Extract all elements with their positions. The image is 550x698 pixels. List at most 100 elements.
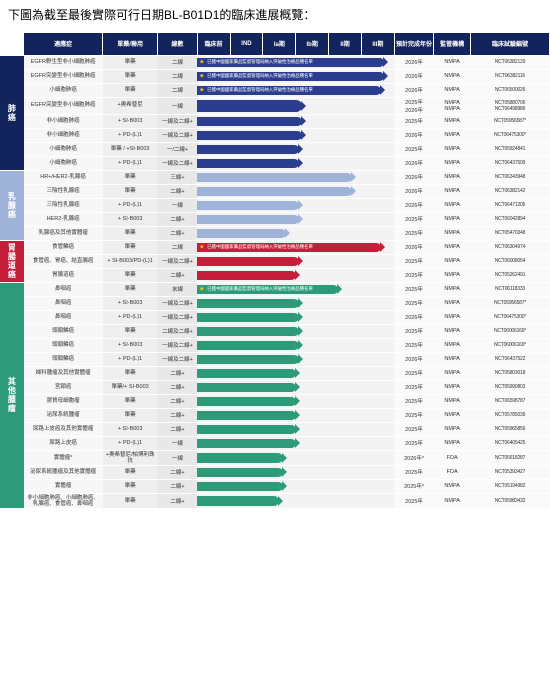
table-row: 尿路上皮癌+ PD-(L)1一線2025年NMPANCT06405425 — [0, 436, 550, 450]
trial-number: NCT05262491 — [471, 268, 550, 282]
phase-bar — [197, 324, 394, 338]
indication: 鼻咽癌 — [24, 296, 103, 310]
year: 2025年 — [394, 296, 433, 310]
agency: NMPA — [434, 352, 471, 366]
line: 一線及二線+ — [158, 338, 197, 352]
trial-number: NCT06118333 — [471, 282, 550, 296]
combo: 單藥 — [103, 493, 158, 508]
phase-bar — [197, 310, 394, 324]
indication: 非小細胞肺癌、小細胞肺癌、乳腺癌、食管癌、鼻咽癌 — [24, 493, 103, 508]
line: 二線+ — [158, 394, 197, 408]
year: 2025年 — [394, 366, 433, 380]
combo: 單藥 — [103, 240, 158, 254]
line: 一線及二線+ — [158, 352, 197, 366]
agency: NMPA — [434, 310, 471, 324]
phase-bar — [197, 436, 394, 450]
line: 一/二線+ — [158, 142, 197, 156]
trial-number: NCT06382142 — [471, 184, 550, 198]
indication: 鼻咽癌 — [24, 310, 103, 324]
year: 2025年 — [394, 226, 433, 240]
indication: 三陰性乳腺癌 — [24, 184, 103, 198]
phase-bar: ★已獲中國國家藥品監督管理局納入突破性治療品種名單 — [197, 282, 394, 296]
year: 2025年 — [394, 436, 433, 450]
category-胃腸道癌: 胃腸道癌 — [0, 240, 24, 282]
year: 2025年 — [394, 422, 433, 436]
year: 2026年 — [394, 156, 433, 170]
year: 2026年 — [394, 69, 433, 83]
phase-bar — [197, 156, 394, 170]
agency: NMPA — [434, 436, 471, 450]
year: 2026年* — [394, 450, 433, 465]
table-row: 非小細胞肺癌、小細胞肺癌、乳腺癌、食管癌、鼻咽癌單藥二線+2025年NMPANC… — [0, 493, 550, 508]
year: 2026年 — [394, 198, 433, 212]
combo: 單藥 — [103, 282, 158, 296]
agency: NMPA — [434, 408, 471, 422]
combo: 單藥 — [103, 479, 158, 493]
phase-bar — [197, 212, 394, 226]
indication: 膠質母細胞瘤 — [24, 394, 103, 408]
table-row: 實體瘤單藥二線+2025年*NMPANCT05194982 — [0, 479, 550, 493]
indication: 頭頸鱗癌 — [24, 352, 103, 366]
indication: 頭頸鱗癌 — [24, 338, 103, 352]
indication: 頭頸鱗癌 — [24, 324, 103, 338]
phase-bar — [197, 352, 394, 366]
indication: HR+/HER2-乳腺癌 — [24, 170, 103, 184]
combo: 單藥 / +SI-B003 — [103, 142, 158, 156]
table-row: 頭頸鱗癌單藥二線及二線+2025年NMPANCT06006169* — [0, 324, 550, 338]
year: 2026年 — [394, 83, 433, 97]
indication: 婦科腫瘤及其他實體瘤 — [24, 366, 103, 380]
phase-bar — [197, 479, 394, 493]
combo: +奧希替尼/帕博利珠抗 — [103, 450, 158, 465]
phase-bar — [197, 184, 394, 198]
phase-bar — [197, 493, 394, 508]
line: 一線 — [158, 198, 197, 212]
trial-number: NCT05785039 — [471, 408, 550, 422]
year: 2026年 — [394, 184, 433, 198]
indication: 小細胞肺癌 — [24, 156, 103, 170]
agency: NMPA — [434, 212, 471, 226]
phase-bar — [197, 296, 394, 310]
trial-number: NCT05956587* — [471, 296, 550, 310]
year: 2025年 — [394, 394, 433, 408]
bar-label: 已獲中國國家藥品監督管理局納入突破性治療品種名單 — [207, 286, 313, 292]
line: 二線+ — [158, 408, 197, 422]
header-6: Ib期 — [296, 33, 329, 55]
indication: 食管鱗癌 — [24, 240, 103, 254]
line: 二線 — [158, 240, 197, 254]
indication: HER2-乳腺癌 — [24, 212, 103, 226]
trial-number: NCT05470348 — [471, 226, 550, 240]
star-icon: ★ — [199, 73, 204, 80]
line: 二線+ — [158, 226, 197, 240]
line: 一線及二線+ — [158, 128, 197, 142]
indication: 尿路上皮癌及其他實體瘤 — [24, 422, 103, 436]
year: 2026年 — [394, 310, 433, 324]
table-row: 胃腺道癌單藥二線+2025年NMPANCT05262491 — [0, 268, 550, 282]
agency: NMPA — [434, 55, 471, 69]
trial-number: NCT05803018 — [471, 366, 550, 380]
combo: 單藥 — [103, 465, 158, 479]
table-row: 非小細胞肺癌+ PD-(L)1一線及二線+2026年NMPANCT0647530… — [0, 128, 550, 142]
combo: + SI-B003 — [103, 422, 158, 436]
table-row: HER2-乳腺癌+ SI-B003二線+2025年NMPANCT06042894 — [0, 212, 550, 226]
category-乳腺癌: 乳腺癌 — [0, 170, 24, 240]
phase-bar — [197, 97, 394, 114]
agency: NMPA — [434, 282, 471, 296]
agency: NMPA — [434, 69, 471, 83]
phase-bar — [197, 465, 394, 479]
table-row: 頭頸鱗癌+ PD-(L)1一線及二線+2026年NMPANCT06437522 — [0, 352, 550, 366]
year: 2025年 — [394, 380, 433, 394]
trial-number: NCT06475300* — [471, 310, 550, 324]
trial-number: NCT06598787 — [471, 394, 550, 408]
table-row: 鼻咽癌+ SI-B003一線及二線+2025年NMPANCT05956587* — [0, 296, 550, 310]
indication: 泌尿系統腫瘤 — [24, 408, 103, 422]
header-11: 臨床試驗編號 — [471, 33, 550, 55]
line: 二線+ — [158, 184, 197, 198]
indication: EGFR突變型非小細胞肺癌 — [24, 97, 103, 114]
line: 一線及二線+ — [158, 114, 197, 128]
table-row: 泌尿系統腫瘤及其他實體瘤單藥二線+2025年FDANCT05393427 — [0, 465, 550, 479]
header-2: 線數 — [158, 33, 197, 55]
combo: 單藥 — [103, 184, 158, 198]
trial-number: NCT06382116 — [471, 69, 550, 83]
line: 一線及二線+ — [158, 254, 197, 268]
combo: 單藥 — [103, 366, 158, 380]
